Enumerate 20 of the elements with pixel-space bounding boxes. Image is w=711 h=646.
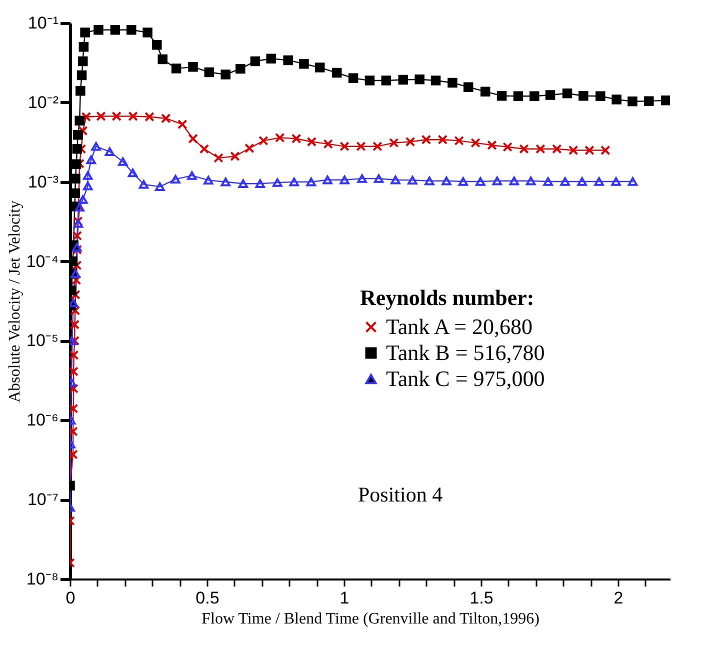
x-tick-label: 0.5 (196, 588, 220, 608)
x-tick-label: 1 (340, 588, 350, 608)
y-tick-label: 10⁻⁸ (26, 570, 58, 588)
x-tick-label: 0 (66, 588, 76, 608)
y-tick-label: 10⁻³ (28, 172, 59, 192)
y-tick-label: 10⁻⁴ (26, 252, 58, 271)
y-tick-label: 10⁻⁷ (27, 490, 58, 510)
x-tick-label: 1.5 (470, 588, 494, 608)
legend-title: Reynolds number: (360, 285, 534, 310)
y-axis-title: Absolute Velocity / Jet Velocity (6, 200, 24, 403)
legend-label: Tank B = 516,780 (386, 340, 545, 365)
y-tick-label: 10⁻¹ (28, 14, 59, 32)
legend-label: Tank A = 20,680 (386, 314, 533, 339)
x-axis-title: Flow Time / Blend Time (Grenville and Tilton,1996) (202, 610, 540, 628)
y-tick-label: 10⁻⁶ (26, 410, 58, 430)
annotation: Position 4 (358, 482, 444, 507)
y-tick-label: 10⁻² (28, 92, 59, 112)
x-tick-label: 2 (614, 588, 624, 608)
y-tick-label: 10⁻⁵ (26, 331, 58, 350)
legend-label: Tank C = 975,000 (386, 366, 545, 391)
